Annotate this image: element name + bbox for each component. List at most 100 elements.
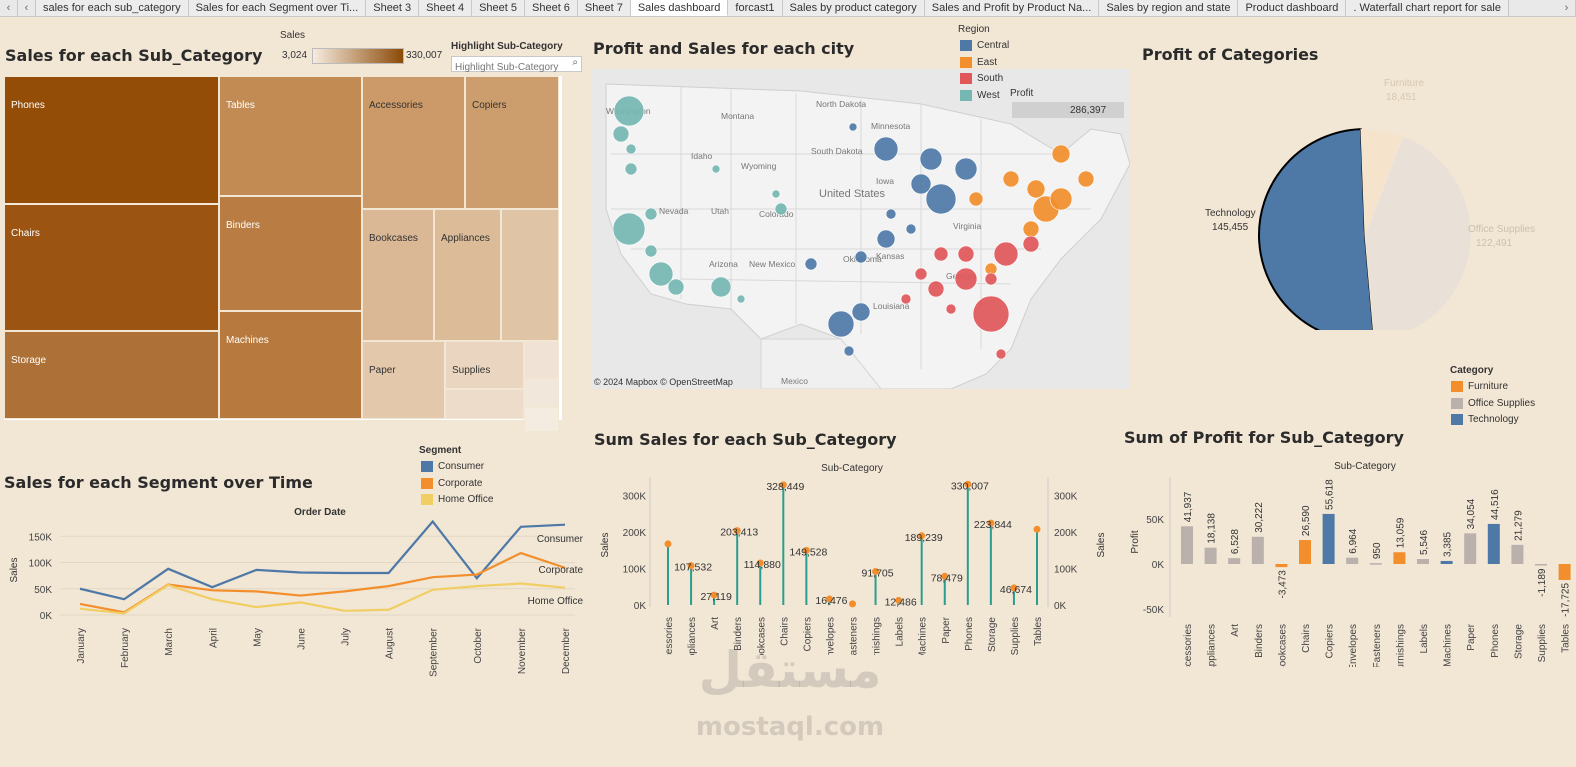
lollipop-data-label: 46,674 bbox=[1000, 584, 1032, 596]
lollipop-x-tick: Binders bbox=[733, 617, 744, 651]
treemap-cell-storage[interactable]: Storage bbox=[4, 331, 219, 419]
sheet-tab[interactable]: Sales by region and state bbox=[1099, 0, 1239, 16]
treemap-cell-machines[interactable]: Machines bbox=[219, 311, 362, 419]
lollipop-y-tick: 300K bbox=[623, 491, 647, 502]
lollipop-data-label: 223,844 bbox=[974, 519, 1012, 531]
city-profit-bubble bbox=[954, 267, 978, 291]
lollipop-x-tick: Appliances bbox=[687, 617, 698, 655]
profit-data-label: 41,937 bbox=[1183, 491, 1194, 522]
treemap-cell-tables[interactable]: Tables bbox=[219, 76, 362, 196]
category-legend-item[interactable]: Technology bbox=[1451, 414, 1519, 425]
pie-value-furniture: 18,451 bbox=[1386, 92, 1417, 103]
treemap-cell-appliances[interactable]: Appliances bbox=[434, 209, 501, 341]
scroll-first-icon[interactable]: ‹ bbox=[18, 0, 36, 16]
profit-bar bbox=[1535, 564, 1547, 566]
profit-y-tick: -50K bbox=[1143, 605, 1164, 616]
treemap-cell-paper[interactable]: Paper bbox=[362, 341, 445, 419]
profit-data-label: 21,279 bbox=[1513, 510, 1524, 541]
sheet-tab[interactable]: Sales and Profit by Product Na... bbox=[924, 0, 1100, 16]
treemap-cell-chairs[interactable]: Chairs bbox=[4, 204, 219, 331]
sheet-tab[interactable]: Sheet 6 bbox=[525, 0, 578, 16]
profit-data-label: 6,964 bbox=[1348, 528, 1359, 553]
profit-data-label: 30,222 bbox=[1254, 502, 1265, 533]
region-legend-item[interactable]: South bbox=[960, 73, 1003, 84]
lollipop-dot bbox=[987, 519, 995, 527]
map-place-label: Mexico bbox=[781, 376, 808, 386]
scroll-right-arrow-icon[interactable]: › bbox=[1558, 0, 1576, 16]
map-place-label: Idaho bbox=[691, 151, 713, 161]
treemap-cell-envelopes[interactable] bbox=[524, 341, 559, 379]
sheet-tab[interactable]: Sales dashboard bbox=[630, 0, 729, 16]
treemap-cell-accessories[interactable]: Accessories bbox=[362, 76, 465, 209]
lollipop-x-tick: Supplies bbox=[1010, 617, 1021, 655]
lollipop-y-tick: 200K bbox=[623, 528, 647, 539]
sheet-tab[interactable]: Product dashboard bbox=[1238, 0, 1347, 16]
sheet-tab[interactable]: Sales for each Segment over Ti... bbox=[188, 0, 367, 16]
pie-label-office-supplies: Office Supplies bbox=[1468, 224, 1535, 235]
treemap-cell-labels[interactable] bbox=[524, 379, 559, 407]
lollipop-data-label: 12,486 bbox=[885, 596, 917, 608]
map-canvas[interactable]: North Dakota South Dakota Minnesota Montana… bbox=[591, 69, 1130, 389]
lollipop-dot bbox=[941, 572, 949, 580]
treemap-cell-art[interactable] bbox=[445, 389, 524, 419]
city-map[interactable]: North Dakota South Dakota Minnesota Montana… bbox=[591, 69, 1130, 389]
profit-data-label: -1,189 bbox=[1537, 568, 1548, 597]
treemap-panel: Phones Chairs Storage Tables Binders Mac… bbox=[4, 76, 562, 432]
lollipop-data-label: 91,705 bbox=[862, 567, 894, 579]
sales-lollipop-chart[interactable]: Sub-Category Sales Sales 0K 0K 100K 100K 200K 20… bbox=[590, 455, 1130, 655]
sheet-tab[interactable]: forcast1 bbox=[728, 0, 783, 16]
city-profit-bubble bbox=[1022, 235, 1040, 253]
treemap-cell-bookcases[interactable]: Bookcases bbox=[362, 209, 434, 341]
profit-bar-chart[interactable]: Sub-Category Profit -50K 0K 50K 41,937 Accesso… bbox=[1120, 452, 1576, 667]
region-legend-item[interactable]: East bbox=[960, 56, 997, 68]
region-swatch bbox=[960, 73, 972, 84]
category-legend-item[interactable]: Office Supplies bbox=[1451, 397, 1535, 409]
city-profit-bubble bbox=[927, 280, 945, 298]
sheet-tab[interactable]: Sheet 5 bbox=[472, 0, 525, 16]
map-place-label: Minnesota bbox=[871, 121, 910, 131]
map-place-label: United States bbox=[819, 188, 886, 200]
lollipop-dot bbox=[872, 567, 880, 575]
city-profit-bubble bbox=[827, 310, 855, 338]
pie-chart[interactable]: Technology 145,455 Office Supplies 122,491 F… bbox=[1150, 70, 1570, 330]
treemap-cell-binders[interactable]: Binders bbox=[219, 196, 362, 311]
highlight-search-input[interactable] bbox=[452, 60, 564, 75]
lollipop-x-tick: Phones bbox=[964, 617, 975, 651]
city-profit-bubble bbox=[900, 293, 912, 305]
segment-legend-item[interactable]: Corporate bbox=[421, 477, 482, 489]
treemap-cell-fasteners[interactable] bbox=[524, 407, 559, 432]
category-legend-item[interactable]: Furniture bbox=[1451, 381, 1508, 392]
region-legend-item[interactable]: Central bbox=[960, 40, 1009, 51]
treemap-cell-furnishings[interactable] bbox=[501, 209, 559, 341]
scroll-left-arrow-icon[interactable]: ‹ bbox=[0, 0, 18, 16]
highlight-search-box[interactable]: ⌕ bbox=[451, 56, 582, 75]
city-profit-bubble bbox=[995, 348, 1007, 360]
search-icon[interactable]: ⌕ bbox=[572, 57, 578, 68]
sheet-tab[interactable]: Sheet 3 bbox=[366, 0, 420, 16]
sheet-tab[interactable]: Sales by product category bbox=[782, 0, 925, 16]
segment-legend-item[interactable]: Home Office bbox=[421, 494, 493, 505]
map-place-label: North Dakota bbox=[816, 99, 866, 109]
segment-line-chart[interactable]: Order Date Sales 0K 50K 100K 150K January Febru… bbox=[0, 500, 590, 690]
line-x-tick: February bbox=[120, 628, 131, 668]
sales-legend-max: 330,007 bbox=[406, 50, 443, 61]
map-place-label: Louisiana bbox=[873, 301, 910, 311]
segment-legend-item[interactable]: Consumer bbox=[421, 461, 484, 472]
sheet-tab[interactable]: Sheet 7 bbox=[577, 0, 631, 16]
profit-x-tick: Furnishings bbox=[1395, 624, 1406, 667]
profit-bar bbox=[1393, 552, 1406, 564]
city-profit-bubble bbox=[925, 183, 957, 215]
treemap-cell-supplies[interactable]: Supplies bbox=[445, 341, 524, 389]
sheet-tab[interactable]: Sheet 4 bbox=[419, 0, 473, 16]
line-x-tick: August bbox=[385, 628, 396, 659]
lollipop-data-label: 16,476 bbox=[815, 595, 847, 607]
treemap-cell-phones[interactable]: Phones bbox=[4, 76, 219, 204]
sheet-tab[interactable]: sales for each sub_category bbox=[36, 0, 189, 16]
city-profit-bubble bbox=[736, 294, 746, 304]
lollipop-dot bbox=[918, 532, 926, 540]
sheet-tab[interactable]: . Waterfall chart report for sale bbox=[1346, 0, 1509, 16]
city-profit-bubble bbox=[612, 212, 646, 246]
region-legend-item[interactable]: West bbox=[960, 89, 1000, 101]
line-x-tick: December bbox=[561, 627, 572, 674]
treemap-cell-copiers[interactable]: Copiers bbox=[465, 76, 559, 209]
